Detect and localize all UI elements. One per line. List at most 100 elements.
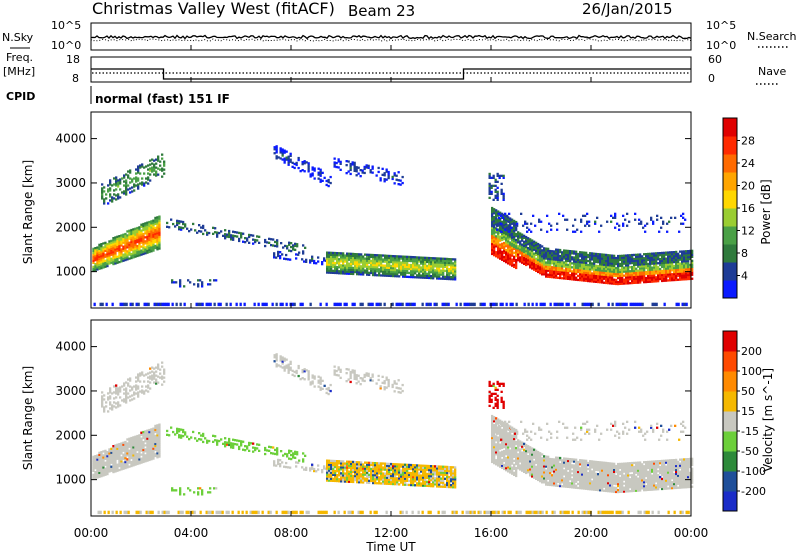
data-cell bbox=[326, 479, 329, 482]
data-cell bbox=[146, 237, 149, 240]
data-cell bbox=[354, 262, 357, 266]
data-cell bbox=[572, 224, 575, 227]
data-cell bbox=[187, 279, 190, 282]
data-cell bbox=[611, 278, 614, 281]
data-cell bbox=[488, 186, 491, 189]
data-cell bbox=[127, 174, 130, 177]
data-cell bbox=[123, 190, 126, 193]
data-cell bbox=[111, 184, 114, 187]
data-cell bbox=[380, 468, 383, 471]
data-cell bbox=[240, 444, 243, 447]
data-cell bbox=[126, 238, 129, 241]
data-cell bbox=[567, 257, 570, 261]
data-cell bbox=[412, 256, 415, 259]
data-cell bbox=[611, 260, 614, 263]
data-cell bbox=[655, 276, 658, 279]
data-cell bbox=[368, 479, 371, 482]
data-cell bbox=[535, 259, 538, 262]
data-cell bbox=[144, 246, 147, 249]
data-cell bbox=[258, 449, 261, 452]
data-cell bbox=[134, 245, 137, 248]
data-cell bbox=[346, 464, 349, 467]
data-cell bbox=[495, 213, 498, 216]
data-cell bbox=[663, 251, 666, 254]
data-cell bbox=[140, 249, 143, 252]
data-cell bbox=[422, 264, 425, 267]
data-cell bbox=[584, 224, 587, 227]
data-cell bbox=[182, 220, 185, 224]
data-cell bbox=[102, 470, 105, 473]
data-cell bbox=[390, 480, 393, 484]
data-cell bbox=[529, 256, 532, 259]
data-cell bbox=[212, 434, 215, 437]
data-cell bbox=[398, 477, 401, 480]
data-cell bbox=[607, 302, 610, 307]
data-cell bbox=[370, 471, 373, 475]
data-cell bbox=[392, 473, 395, 476]
data-cell bbox=[142, 458, 145, 462]
data-cell bbox=[416, 256, 419, 259]
data-cell bbox=[180, 228, 183, 231]
data-cell bbox=[625, 258, 628, 261]
data-cell bbox=[495, 302, 498, 307]
data-cell bbox=[454, 270, 457, 273]
data-cell bbox=[609, 278, 612, 281]
data-cell bbox=[519, 242, 522, 245]
data-cell bbox=[302, 452, 305, 455]
data-cell bbox=[671, 257, 674, 260]
data-cell bbox=[669, 279, 672, 282]
data-cell bbox=[323, 176, 326, 179]
data-cell bbox=[112, 243, 115, 246]
data-cell bbox=[394, 473, 397, 476]
data-cell bbox=[151, 162, 154, 165]
data-cell bbox=[581, 273, 584, 276]
data-cell bbox=[122, 449, 125, 452]
data-cell bbox=[541, 267, 544, 270]
data-cell bbox=[597, 255, 600, 258]
data-cell bbox=[142, 246, 145, 250]
data-cell bbox=[647, 258, 650, 262]
data-cell bbox=[392, 482, 395, 486]
data-cell bbox=[677, 252, 680, 255]
data-cell bbox=[645, 276, 648, 280]
data-cell bbox=[523, 244, 526, 247]
data-cell bbox=[499, 243, 502, 246]
data-cell bbox=[396, 469, 399, 472]
data-cell bbox=[207, 302, 210, 307]
data-cell bbox=[488, 176, 491, 179]
data-cell bbox=[139, 172, 142, 175]
data-cell bbox=[270, 452, 273, 455]
data-cell bbox=[418, 482, 421, 485]
data-cell bbox=[137, 187, 140, 190]
data-cell bbox=[617, 262, 620, 266]
data-cell bbox=[408, 265, 411, 269]
data-cell bbox=[350, 262, 353, 265]
data-cell bbox=[422, 466, 425, 469]
data-cell bbox=[92, 463, 95, 466]
data-cell bbox=[132, 248, 135, 251]
data-cell bbox=[330, 263, 333, 266]
data-cell bbox=[126, 242, 129, 245]
data-cell bbox=[157, 381, 160, 384]
data-cell bbox=[669, 257, 672, 260]
data-cell bbox=[110, 453, 113, 456]
data-cell bbox=[144, 224, 147, 227]
data-cell bbox=[380, 472, 383, 475]
data-cell bbox=[116, 457, 119, 460]
data-cell bbox=[541, 273, 544, 276]
data-cell bbox=[112, 455, 115, 458]
data-cell bbox=[368, 253, 371, 256]
data-cell bbox=[100, 453, 103, 456]
data-cell bbox=[657, 258, 660, 261]
data-cell bbox=[375, 302, 378, 307]
data-cell bbox=[555, 248, 558, 251]
data-cell bbox=[275, 157, 278, 160]
data-cell bbox=[597, 274, 600, 278]
data-cell bbox=[286, 247, 289, 250]
data-cell bbox=[625, 282, 628, 285]
data-cell bbox=[287, 466, 290, 469]
data-cell bbox=[405, 302, 408, 307]
data-cell bbox=[591, 262, 594, 265]
data-cell bbox=[140, 251, 143, 254]
data-cell bbox=[328, 251, 331, 254]
